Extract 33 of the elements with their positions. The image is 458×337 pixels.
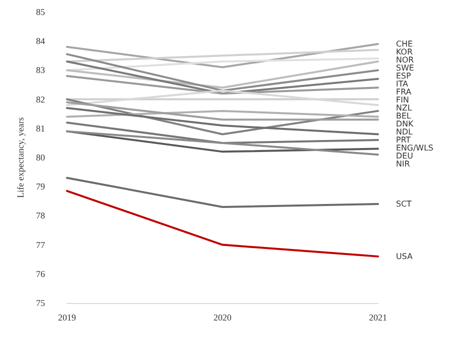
- x-tick-label: 2020: [214, 312, 232, 322]
- text: NIR: [396, 160, 410, 169]
- text: DNK: [396, 120, 414, 129]
- text: SWE: [396, 64, 414, 73]
- x-tick-label: 2019: [58, 312, 76, 322]
- text: BEL: [396, 112, 412, 121]
- y-tick-label: 75: [36, 298, 46, 308]
- text: NZL: [396, 104, 412, 113]
- y-tick-label: 82: [36, 94, 45, 104]
- y-tick-label: 79: [36, 182, 46, 192]
- text: FRA: [396, 88, 412, 97]
- y-axis-title: Life expectancy, years: [16, 116, 26, 198]
- y-tick-label: 78: [36, 210, 46, 221]
- text: CHE: [396, 40, 413, 49]
- y-tick-label: 85: [36, 7, 46, 17]
- text: USA: [396, 252, 414, 261]
- text: DEU: [396, 152, 414, 161]
- y-tick-label: 77: [36, 240, 46, 250]
- text: KOR: [396, 48, 414, 57]
- y-tick-label: 81: [36, 123, 45, 134]
- x-tick-label: 2021: [369, 312, 387, 322]
- text: NDL: [396, 128, 414, 137]
- text: PRT: [396, 136, 411, 145]
- y-tick-label: 76: [36, 268, 46, 279]
- text: ENG/WLS: [396, 144, 434, 153]
- y-tick-label: 84: [36, 36, 46, 46]
- text: ESP: [396, 72, 412, 81]
- y-tick-label: 83: [36, 65, 46, 76]
- text: ITA: [396, 80, 409, 89]
- text: NOR: [396, 56, 414, 65]
- text: FIN: [396, 96, 409, 105]
- text: SCT: [396, 200, 412, 209]
- y-tick-label: 80: [36, 152, 46, 162]
